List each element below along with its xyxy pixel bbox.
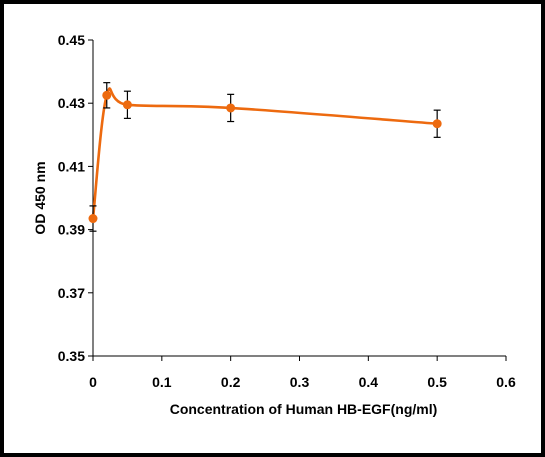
y-tick-label: 0.37 (58, 285, 85, 301)
x-tick-label: 0.1 (152, 374, 172, 390)
x-tick-label: 0.3 (290, 374, 310, 390)
x-tick-label: 0.6 (496, 374, 516, 390)
y-tick-label: 0.43 (58, 95, 85, 111)
y-tick-label: 0.45 (58, 32, 85, 48)
y-tick-labels: 0.45 0.43 0.41 0.39 0.37 0.35 (58, 32, 85, 364)
x-axis-title: Concentration of Human HB-EGF(ng/ml) (170, 401, 438, 417)
data-point (432, 119, 442, 129)
data-point (88, 214, 98, 224)
y-tick-label: 0.39 (58, 222, 85, 238)
x-tick-label: 0.2 (221, 374, 241, 390)
x-tick-labels: 0 0.1 0.2 0.3 0.4 0.5 0.6 (89, 374, 516, 390)
data-point (102, 90, 112, 100)
axes (92, 40, 506, 357)
series-line (91, 87, 438, 219)
data-series (88, 82, 442, 232)
x-tick-label: 0 (89, 374, 97, 390)
tick-marks (88, 39, 507, 361)
y-axis-title: OD 450 nm (32, 161, 48, 234)
data-point (226, 103, 236, 113)
x-tick-label: 0.5 (427, 374, 447, 390)
y-tick-label: 0.35 (58, 348, 85, 364)
y-tick-label: 0.41 (58, 158, 85, 174)
x-tick-label: 0.4 (359, 374, 379, 390)
data-point (122, 100, 132, 110)
